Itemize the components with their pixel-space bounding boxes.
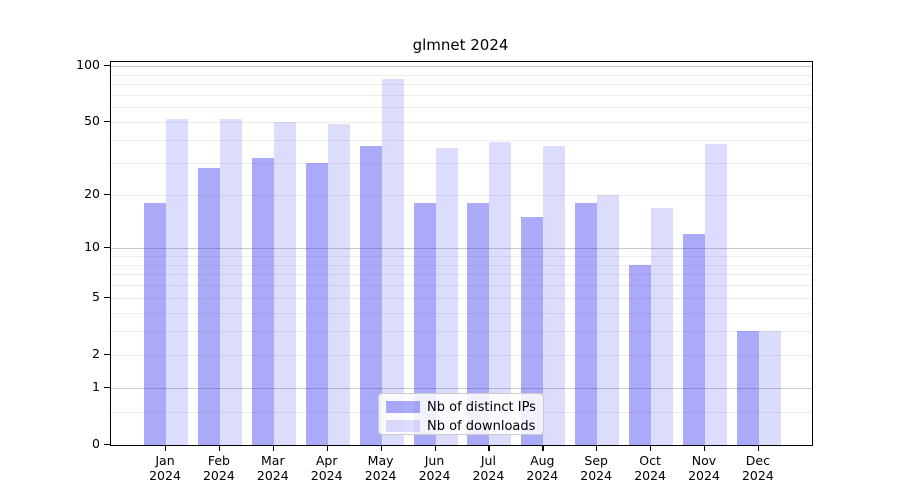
bar-downloads-jul xyxy=(489,142,512,445)
legend-swatch-distinct-ips xyxy=(386,401,420,413)
bar-downloads-dec xyxy=(758,331,781,445)
y-tick-label-5: 5 xyxy=(92,288,100,304)
x-tick-mark-aug xyxy=(542,446,544,451)
bar-distinct-ips-sep xyxy=(575,203,598,445)
y-tick-label-10: 10 xyxy=(84,239,100,255)
gridline-y-30 xyxy=(111,163,812,164)
x-tick-mark-may xyxy=(380,446,382,451)
x-tick-label-aug: Aug 2024 xyxy=(526,453,559,483)
bar-distinct-ips-aug xyxy=(521,217,544,445)
bar-downloads-mar xyxy=(273,122,296,445)
x-tick-mark-mar xyxy=(272,446,275,451)
bar-distinct-ips-mar xyxy=(251,157,274,445)
bar-distinct-ips-nov xyxy=(683,234,705,445)
x-tick-label-jul: Jul 2024 xyxy=(472,453,505,483)
bar-distinct-ips-dec xyxy=(736,331,759,445)
x-tick-mark-jul xyxy=(488,446,490,451)
gridline-y-90 xyxy=(111,74,812,76)
gridline-y-2 xyxy=(111,354,812,356)
gridline-y-7 xyxy=(111,274,812,276)
chart-title: glmnet 2024 xyxy=(412,36,509,54)
gridline-y-6 xyxy=(111,285,812,287)
y-tick-label-1: 1 xyxy=(92,379,100,395)
x-tick-mark-nov xyxy=(704,446,706,451)
y-tick-label-2: 2 xyxy=(92,345,100,361)
x-tick-label-apr: Apr 2024 xyxy=(310,453,343,483)
x-tick-label-nov: Nov 2024 xyxy=(688,453,720,483)
bar-downloads-jun xyxy=(435,148,458,445)
bar-distinct-ips-jun xyxy=(413,203,436,445)
x-tick-mark-sep xyxy=(596,446,598,451)
x-tick-label-dec: Dec 2024 xyxy=(741,453,774,483)
x-tick-label-jun: Jun 2024 xyxy=(418,453,451,483)
y-tick-mark-50 xyxy=(104,121,110,123)
y-tick-mark-5 xyxy=(104,296,110,299)
gridline-y-50 xyxy=(111,122,812,124)
bar-distinct-ips-apr xyxy=(305,163,328,445)
bar-downloads-may xyxy=(381,79,404,445)
gridline-y-1 xyxy=(111,388,812,390)
gridline-y-80 xyxy=(111,84,812,86)
legend-item-distinct-ips: Nb of distinct IPs xyxy=(386,399,543,415)
legend-item-downloads: Nb of downloads xyxy=(386,418,543,434)
legend-label-downloads: Nb of downloads xyxy=(427,418,536,434)
y-tick-mark-0 xyxy=(104,444,110,446)
bar-downloads-oct xyxy=(651,207,674,445)
x-tick-mark-jun xyxy=(434,446,436,451)
bar-distinct-ips-oct xyxy=(629,264,652,445)
bar-downloads-apr xyxy=(327,123,350,445)
gridline-y-4 xyxy=(111,312,812,314)
y-tick-label-20: 20 xyxy=(84,186,100,201)
bar-downloads-feb xyxy=(219,118,242,445)
gridline-y-10 xyxy=(111,248,812,250)
gridline-y-3 xyxy=(111,331,812,333)
x-tick-label-sep: Sep 2024 xyxy=(580,453,613,483)
x-tick-mark-dec xyxy=(757,446,760,451)
x-tick-label-may: May 2024 xyxy=(364,453,397,483)
legend-swatch-downloads xyxy=(386,420,420,432)
gridline-y-8 xyxy=(111,264,812,266)
gridline-y-5 xyxy=(111,297,812,299)
y-tick-label-0: 0 xyxy=(92,436,100,451)
gridline-y-100 xyxy=(111,66,812,67)
gridline-y-70 xyxy=(111,94,812,96)
plot-area: Nb of distinct IPs Nb of downloads xyxy=(110,61,813,446)
legend-label-distinct-ips: Nb of distinct IPs xyxy=(427,399,536,415)
gridline-y-9 xyxy=(111,255,812,257)
x-tick-mark-apr xyxy=(326,446,328,451)
legend: Nb of distinct IPs Nb of downloads xyxy=(378,393,544,435)
bar-distinct-ips-jan xyxy=(144,203,166,445)
y-tick-mark-100 xyxy=(104,65,110,67)
y-tick-label-50: 50 xyxy=(84,113,100,129)
bar-distinct-ips-may xyxy=(359,146,382,445)
gridline-y-40 xyxy=(111,140,812,141)
bar-distinct-ips-jul xyxy=(467,203,490,445)
x-tick-mark-jan xyxy=(165,446,167,451)
x-tick-label-mar: Mar 2024 xyxy=(256,453,289,483)
x-tick-label-oct: Oct 2024 xyxy=(634,453,666,483)
gridline-y-60 xyxy=(111,107,812,109)
bar-downloads-jan xyxy=(166,118,188,445)
y-tick-mark-2 xyxy=(104,353,110,356)
x-tick-mark-oct xyxy=(650,446,652,451)
x-tick-label-jan: Jan 2024 xyxy=(149,453,181,483)
bar-distinct-ips-feb xyxy=(197,168,220,445)
y-tick-label-100: 100 xyxy=(76,57,100,72)
bar-downloads-nov xyxy=(705,144,727,445)
y-tick-mark-10 xyxy=(104,247,110,249)
x-tick-mark-feb xyxy=(218,446,221,451)
bar-downloads-aug xyxy=(543,146,566,445)
bar-downloads-sep xyxy=(597,195,620,445)
x-tick-label-feb: Feb 2024 xyxy=(202,453,235,483)
y-tick-mark-20 xyxy=(104,194,110,196)
gridline-y-20 xyxy=(111,195,812,196)
y-tick-mark-1 xyxy=(104,387,110,389)
